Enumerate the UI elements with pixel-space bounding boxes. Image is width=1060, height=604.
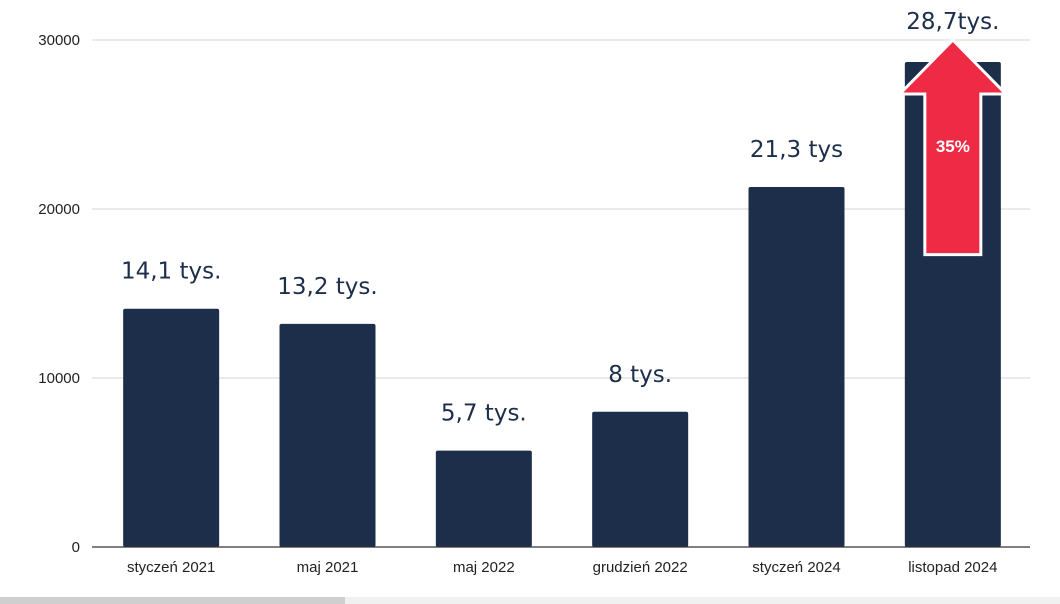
bar [435,450,532,547]
up-arrow-icon [896,37,1010,257]
y-axis-ticks: 0 10000 20000 30000 [38,32,80,556]
x-tick-label: maj 2021 [297,559,359,576]
scrollbar-thumb[interactable] [0,597,345,604]
growth-percent-label: 35% [936,137,970,156]
bar [279,323,376,547]
y-tick-label: 0 [72,539,80,556]
x-tick-label: styczeń 2024 [752,559,840,576]
data-label: 28,7tys. [906,9,999,35]
bar [748,187,845,547]
data-label: 21,3 tys [750,137,843,163]
x-axis-ticks: styczeń 2021 maj 2021 maj 2022 grudzień 202… [127,559,997,576]
data-labels: 14,1 tys. 13,2 tys. 5,7 tys. 8 tys. 21,3 tys… [121,9,999,427]
y-tick-label: 10000 [38,370,80,387]
horizontal-scrollbar[interactable] [0,597,1060,604]
data-label: 14,1 tys. [121,259,221,285]
x-tick-label: listopad 2024 [908,559,997,576]
x-tick-label: styczeń 2021 [127,559,215,576]
bar [592,411,689,547]
bar [123,308,220,547]
x-tick-label: maj 2022 [453,559,515,576]
data-label: 8 tys. [608,362,672,388]
y-tick-label: 20000 [38,201,80,218]
y-tick-label: 30000 [38,32,80,49]
bars [123,61,1001,547]
gridlines [92,39,1030,379]
data-label: 13,2 tys. [277,274,377,300]
growth-arrow-annotation: 35% [896,37,1010,257]
data-label: 5,7 tys. [441,401,527,427]
x-tick-label: grudzień 2022 [593,559,688,576]
